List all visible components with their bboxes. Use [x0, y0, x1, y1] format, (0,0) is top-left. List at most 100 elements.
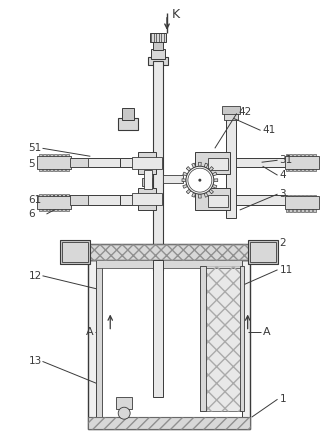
Bar: [51, 158, 120, 167]
Bar: [88, 260, 250, 429]
Bar: [43, 154, 46, 171]
Bar: [66, 154, 69, 171]
Bar: [55, 194, 58, 211]
Text: 12: 12: [28, 271, 42, 281]
Bar: [306, 154, 309, 171]
Text: 61: 61: [28, 195, 42, 205]
Bar: [39, 154, 42, 171]
Bar: [55, 154, 58, 171]
Bar: [47, 154, 50, 171]
Bar: [148, 57, 168, 65]
Bar: [37, 156, 71, 169]
Polygon shape: [186, 189, 191, 194]
Bar: [51, 195, 120, 205]
Polygon shape: [198, 194, 201, 198]
Bar: [120, 195, 150, 205]
Text: A: A: [263, 326, 270, 337]
Bar: [153, 260, 163, 397]
Polygon shape: [183, 185, 188, 188]
Bar: [43, 194, 46, 211]
Bar: [70, 195, 88, 205]
Bar: [250, 242, 276, 262]
Bar: [66, 194, 69, 211]
Text: 41: 41: [263, 125, 276, 135]
Bar: [195, 188, 230, 210]
Polygon shape: [198, 163, 201, 166]
Bar: [60, 240, 90, 264]
Bar: [37, 196, 71, 209]
Polygon shape: [186, 166, 191, 171]
Bar: [310, 154, 313, 171]
Bar: [47, 194, 50, 211]
Bar: [144, 170, 152, 189]
Polygon shape: [192, 163, 196, 168]
Bar: [96, 260, 102, 417]
Bar: [118, 119, 138, 131]
Text: K: K: [172, 8, 180, 21]
Bar: [284, 196, 319, 209]
Bar: [314, 154, 316, 171]
Bar: [70, 158, 88, 167]
Bar: [163, 175, 183, 183]
Bar: [293, 195, 296, 212]
Bar: [96, 260, 242, 268]
Bar: [88, 417, 250, 429]
Polygon shape: [209, 189, 213, 194]
Bar: [314, 195, 316, 212]
Bar: [306, 195, 309, 212]
Text: 51: 51: [28, 143, 42, 153]
Bar: [130, 395, 144, 413]
Bar: [132, 193, 162, 205]
Bar: [51, 154, 54, 171]
Bar: [153, 41, 163, 50]
Text: 5: 5: [28, 159, 35, 169]
Bar: [130, 409, 144, 413]
Polygon shape: [209, 166, 213, 171]
Polygon shape: [212, 185, 217, 188]
Text: 2: 2: [279, 238, 286, 248]
Bar: [62, 242, 88, 262]
Polygon shape: [204, 193, 208, 197]
Bar: [138, 152, 156, 174]
Bar: [96, 260, 242, 417]
Bar: [130, 395, 144, 399]
Bar: [208, 195, 228, 207]
Bar: [195, 195, 219, 205]
Bar: [122, 108, 134, 120]
Text: 1: 1: [279, 394, 286, 404]
Text: 31: 31: [279, 155, 293, 165]
Bar: [120, 158, 150, 167]
Bar: [217, 195, 286, 205]
Bar: [310, 195, 313, 212]
Bar: [58, 154, 61, 171]
Bar: [302, 195, 305, 212]
Bar: [116, 397, 132, 409]
Bar: [285, 195, 288, 212]
Bar: [195, 152, 230, 174]
Bar: [222, 107, 240, 115]
Bar: [302, 154, 305, 171]
Bar: [88, 417, 250, 429]
Bar: [217, 158, 286, 167]
Text: 11: 11: [279, 265, 293, 275]
Text: A: A: [86, 326, 93, 337]
Bar: [88, 244, 250, 260]
Bar: [289, 154, 292, 171]
Bar: [132, 157, 162, 169]
Bar: [150, 33, 166, 42]
Bar: [138, 188, 156, 210]
Bar: [62, 194, 65, 211]
Bar: [208, 158, 228, 170]
Bar: [195, 158, 219, 167]
Bar: [58, 194, 61, 211]
Bar: [240, 266, 244, 411]
Bar: [285, 154, 288, 171]
Bar: [62, 154, 65, 171]
Bar: [297, 195, 300, 212]
Circle shape: [186, 166, 214, 194]
Text: 6: 6: [28, 209, 35, 219]
Bar: [142, 178, 152, 186]
Bar: [39, 194, 42, 211]
Bar: [226, 119, 236, 218]
Text: 3: 3: [279, 189, 286, 199]
